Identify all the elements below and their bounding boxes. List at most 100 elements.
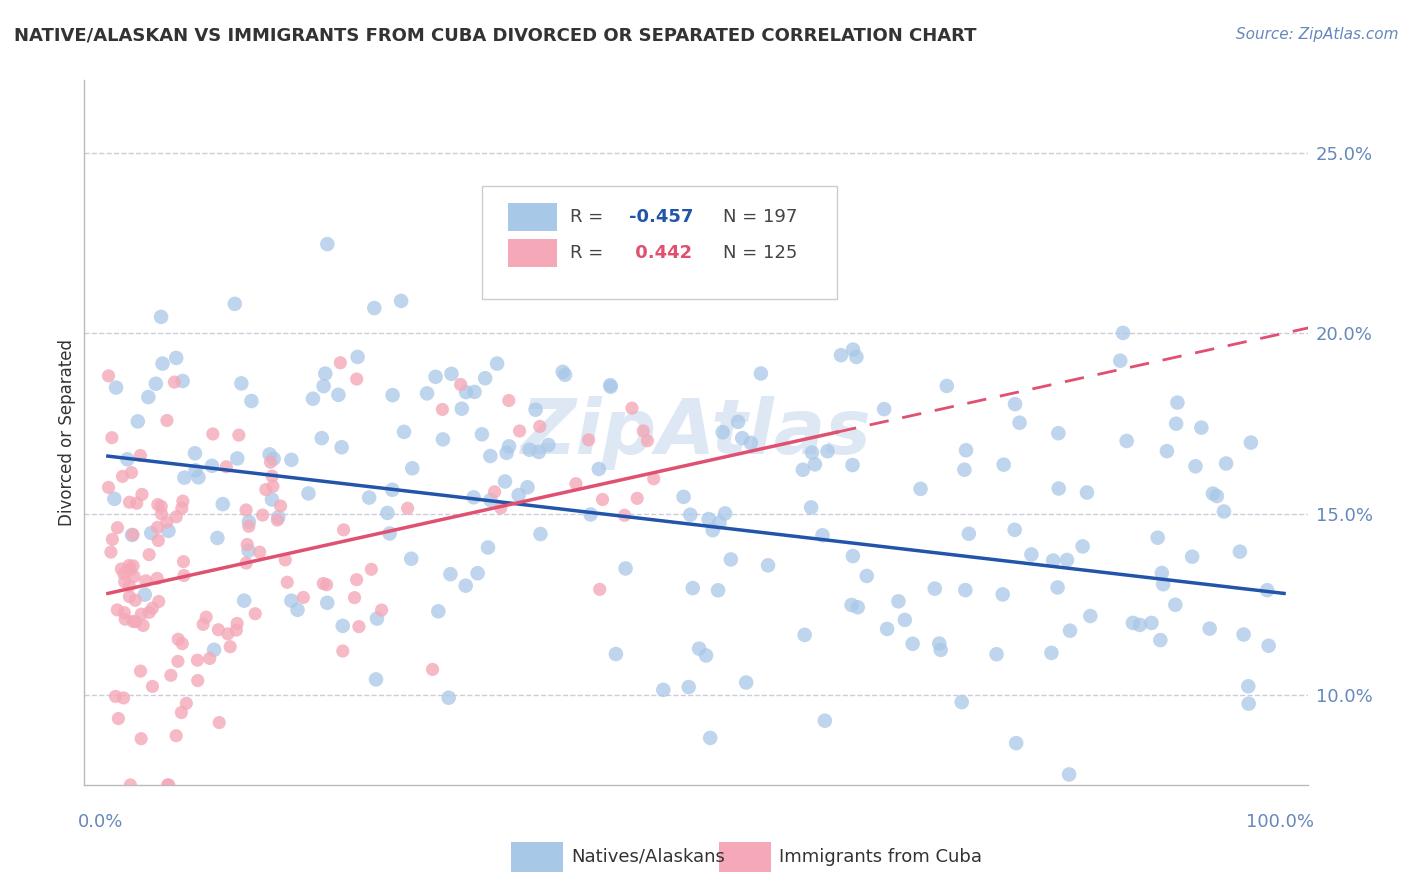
Point xyxy=(363,301,385,315)
Point xyxy=(276,575,298,590)
Point xyxy=(740,436,762,450)
Point xyxy=(1189,420,1212,434)
Point xyxy=(141,526,163,541)
Point xyxy=(440,367,463,381)
Point xyxy=(129,449,152,463)
Point xyxy=(118,579,141,593)
Point xyxy=(672,490,695,504)
Point xyxy=(643,472,665,486)
FancyBboxPatch shape xyxy=(508,239,557,267)
Point xyxy=(1005,736,1028,750)
Point xyxy=(474,371,496,385)
Point xyxy=(756,558,779,573)
Point xyxy=(211,497,233,511)
Point xyxy=(316,237,339,252)
Point xyxy=(266,513,288,527)
Point xyxy=(141,601,163,615)
Point xyxy=(117,452,139,467)
Point xyxy=(254,483,277,497)
Point xyxy=(804,458,827,472)
Point xyxy=(588,462,610,476)
Point xyxy=(935,379,957,393)
Point xyxy=(150,500,173,514)
Point xyxy=(101,431,124,445)
Point xyxy=(187,470,209,484)
Point xyxy=(529,419,551,434)
Point xyxy=(592,492,614,507)
Point xyxy=(124,593,146,607)
Point xyxy=(359,491,381,505)
Point xyxy=(118,558,141,573)
Point xyxy=(219,640,242,654)
Point xyxy=(554,368,576,382)
Point xyxy=(118,495,141,509)
Point xyxy=(135,574,157,588)
Point xyxy=(1233,627,1256,641)
Point xyxy=(346,350,368,364)
Point xyxy=(148,594,170,608)
Point xyxy=(1146,531,1168,545)
Point xyxy=(297,486,319,500)
Point xyxy=(855,569,877,583)
Point xyxy=(1109,353,1132,368)
Point xyxy=(800,500,823,515)
Point xyxy=(156,515,179,529)
Point xyxy=(396,501,419,516)
Point xyxy=(1166,417,1188,431)
FancyBboxPatch shape xyxy=(720,842,770,871)
Point xyxy=(437,690,460,705)
Point xyxy=(146,498,169,512)
Point xyxy=(112,690,135,705)
Point xyxy=(477,541,499,555)
Text: NATIVE/ALASKAN VS IMMIGRANTS FROM CUBA DIVORCED OR SEPARATED CORRELATION CHART: NATIVE/ALASKAN VS IMMIGRANTS FROM CUBA D… xyxy=(14,27,977,45)
Point xyxy=(1129,618,1152,632)
Point xyxy=(138,548,160,562)
Text: R =: R = xyxy=(569,208,609,226)
Point xyxy=(207,623,229,637)
Point xyxy=(633,235,655,249)
Point xyxy=(346,573,368,587)
Point xyxy=(605,647,627,661)
Point xyxy=(720,552,742,566)
Point xyxy=(217,627,239,641)
Point xyxy=(141,680,163,694)
Point xyxy=(1056,553,1078,567)
Point xyxy=(198,651,221,665)
Point xyxy=(529,527,551,541)
Point xyxy=(332,644,354,658)
Point xyxy=(120,778,142,792)
Point xyxy=(830,348,852,362)
Point xyxy=(377,506,399,520)
Point xyxy=(315,577,337,591)
Point xyxy=(494,475,516,489)
Point xyxy=(127,414,149,428)
Point xyxy=(484,484,506,499)
Point xyxy=(793,628,815,642)
Point xyxy=(565,476,588,491)
Point xyxy=(427,604,450,618)
Y-axis label: Divorced or Separated: Divorced or Separated xyxy=(58,339,76,526)
Point xyxy=(121,527,143,541)
Point xyxy=(524,402,547,417)
Point xyxy=(132,618,155,632)
Point xyxy=(330,440,353,454)
Point xyxy=(1059,624,1081,638)
Point xyxy=(1164,598,1187,612)
FancyBboxPatch shape xyxy=(508,202,557,231)
Point xyxy=(215,459,238,474)
Point xyxy=(125,496,148,510)
Point xyxy=(101,533,124,547)
Point xyxy=(471,427,494,442)
Point xyxy=(129,731,152,746)
Point xyxy=(1215,457,1237,471)
Point xyxy=(267,510,290,524)
Point xyxy=(1008,416,1031,430)
Point xyxy=(170,501,193,516)
Point xyxy=(1156,444,1178,458)
Point xyxy=(450,377,472,392)
Point xyxy=(894,613,917,627)
Point xyxy=(176,696,198,710)
Point xyxy=(202,643,225,657)
Point xyxy=(707,583,730,598)
Point xyxy=(228,428,250,442)
